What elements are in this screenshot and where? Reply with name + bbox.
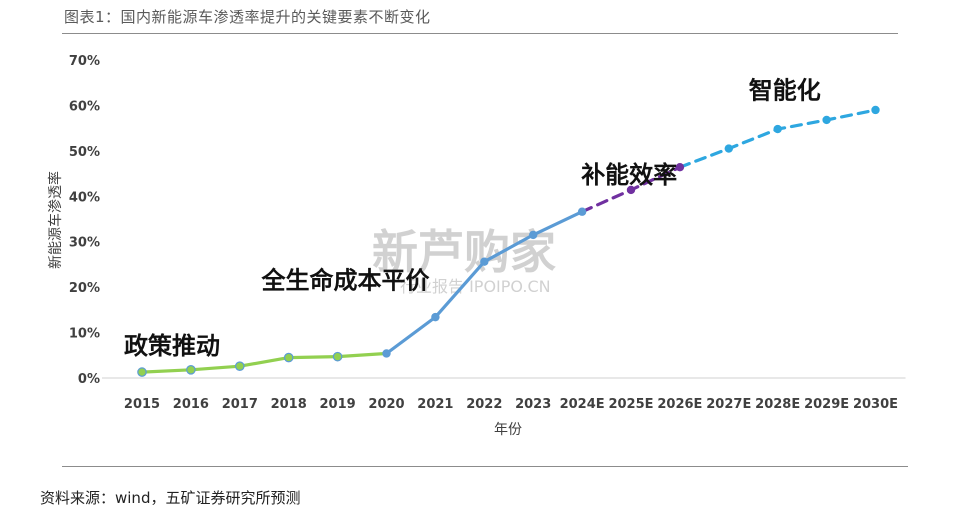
data-point xyxy=(773,124,782,134)
data-point xyxy=(577,207,587,216)
penetration-line-chart: 0% 10% 20% 30% 40% 50% 60% 70% 2015 2016 2017 2018… xyxy=(47,54,906,438)
data-point xyxy=(235,361,245,371)
annotations: 政策推动 全生命成本平价 补能效率 智能化 xyxy=(124,77,821,361)
data-point xyxy=(480,257,489,266)
y-tick-label: 40% xyxy=(69,190,100,205)
y-tick-label: 0% xyxy=(78,372,100,387)
y-tick-label: 30% xyxy=(69,236,100,251)
y-tick-label: 70% xyxy=(69,54,100,69)
data-point xyxy=(675,163,685,172)
x-tick-label: 2028E xyxy=(755,397,800,412)
series-line-segment xyxy=(678,108,878,169)
x-tick-label: 2018 xyxy=(271,397,307,412)
x-tick-label: 2022 xyxy=(466,397,502,412)
data-point xyxy=(186,365,196,375)
source-note: 资料来源：wind，五矿证券研究所预测 xyxy=(40,489,301,507)
data-point xyxy=(431,312,440,322)
x-tick-label: 2019 xyxy=(320,397,356,412)
annotation-label: 政策推动 xyxy=(124,332,220,360)
data-point xyxy=(626,185,636,195)
x-tick-label: 2016 xyxy=(173,397,209,412)
data-point xyxy=(822,115,831,125)
y-tick-label: 50% xyxy=(69,145,100,160)
y-tick-label: 10% xyxy=(69,327,100,342)
x-tick-label: 2027E xyxy=(706,397,751,412)
y-tick-label: 60% xyxy=(69,99,100,114)
x-tick-label: 2029E xyxy=(804,397,849,412)
data-point xyxy=(137,367,147,377)
annotation-label: 补能效率 xyxy=(581,161,677,189)
annotation-label: 智能化 xyxy=(749,77,821,105)
x-tick-label: 2021 xyxy=(417,397,453,412)
x-tick-label: 2017 xyxy=(222,397,258,412)
figure-title: 图表1：国内新能源车渗透率提升的关键要素不断变化 xyxy=(64,8,431,26)
top-divider xyxy=(62,33,898,34)
annotation-label: 全生命成本平价 xyxy=(261,266,431,294)
x-tick-label: 2015 xyxy=(124,397,160,412)
data-point xyxy=(382,349,391,358)
data-point xyxy=(332,351,343,362)
x-axis: 2015 2016 2017 2018 2019 2020 2021 2022 2023 2024… xyxy=(124,397,898,412)
series-points xyxy=(137,105,880,377)
watermark: 新芦购家 行业报告 IPOIPO.CN xyxy=(372,225,556,296)
y-axis: 0% 10% 20% 30% 40% 50% 60% 70% xyxy=(69,54,100,387)
data-point xyxy=(724,144,733,153)
x-tick-label: 2025E xyxy=(608,397,653,412)
data-point xyxy=(529,230,538,240)
x-tick-label: 2026E xyxy=(657,397,702,412)
x-tick-label: 2030E xyxy=(853,397,898,412)
x-tick-label: 2024E xyxy=(560,397,605,412)
y-tick-label: 20% xyxy=(69,281,100,296)
series-line-segment xyxy=(140,351,389,374)
x-tick-label: 2023 xyxy=(515,397,551,412)
x-tick-label: 2020 xyxy=(368,397,404,412)
x-axis-title: 年份 xyxy=(494,422,522,438)
y-axis-title: 新能源车渗透率 xyxy=(47,171,64,269)
watermark-main: 新芦购家 xyxy=(372,225,556,279)
watermark-sub: 行业报告 IPOIPO.CN xyxy=(400,277,551,296)
data-point xyxy=(871,105,880,115)
data-point xyxy=(283,352,294,363)
bottom-divider xyxy=(62,466,908,467)
